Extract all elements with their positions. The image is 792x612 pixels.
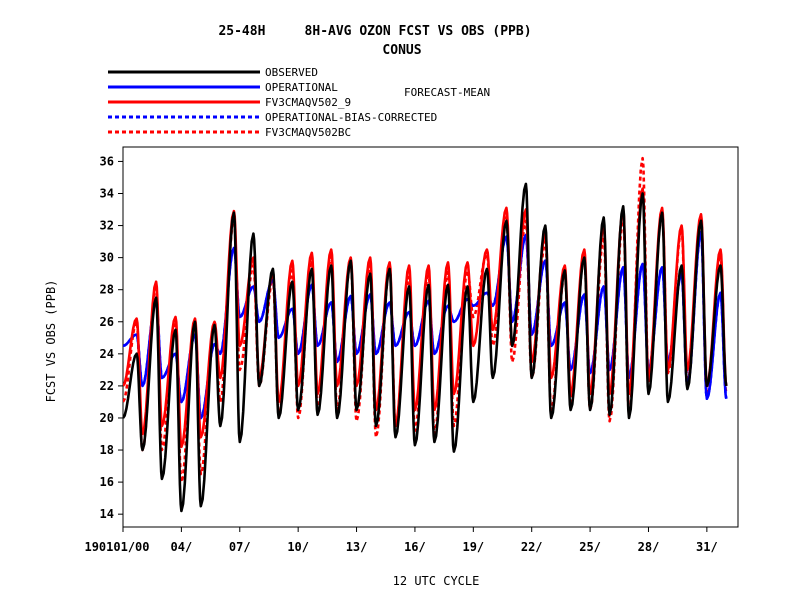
chart-title: 25-48H 8H-AVG OZON FCST VS OBS (PPB) — [218, 24, 531, 39]
y-tick-label: 18 — [100, 443, 114, 457]
legend-entry-4: FV3CMAQV502BC — [265, 126, 351, 139]
y-tick-label: 16 — [100, 475, 114, 489]
x-tick-label: 10/ — [287, 540, 309, 554]
x-tick-label: 19/ — [462, 540, 484, 554]
x-tick-label: 13/ — [346, 540, 368, 554]
y-tick-label: 32 — [100, 219, 114, 233]
x-tick-label: 07/ — [229, 540, 251, 554]
y-tick-label: 30 — [100, 251, 114, 265]
y-tick-label: 34 — [100, 186, 114, 200]
legend: OBSERVED OPERATIONAL FV3CMAQV502_9 OPERATIO… — [108, 66, 437, 139]
legend-entry-3: OPERATIONAL-BIAS-CORRECTED — [265, 111, 437, 124]
y-tick-label: 36 — [100, 154, 114, 168]
y-tick-label: 22 — [100, 379, 114, 393]
x-axis-label: 12 UTC CYCLE — [393, 574, 480, 588]
y-tick-label: 28 — [100, 283, 114, 297]
y-tick-label: 26 — [100, 315, 114, 329]
y-axis-label: FCST VS OBS (PPB) — [44, 280, 58, 403]
x-tick-label: 25/ — [579, 540, 601, 554]
x-tick-label: 31/ — [696, 540, 718, 554]
x-tick-label: 04/ — [171, 540, 193, 554]
series-lines — [123, 156, 728, 513]
x-tick-label: 22/ — [521, 540, 543, 554]
y-tick-label: 14 — [100, 507, 114, 521]
x-tick-label: 16/ — [404, 540, 426, 554]
chart-subtitle: CONUS — [382, 43, 421, 58]
y-tick-label: 24 — [100, 347, 114, 361]
plot-frame — [122, 146, 739, 528]
legend-entry-2: FV3CMAQV502_9 — [265, 96, 351, 109]
legend-forecast-mean-label: FORECAST-MEAN — [404, 86, 490, 99]
x-tick-label: 190101/00 — [84, 540, 149, 554]
legend-entry-1: OPERATIONAL — [265, 81, 338, 94]
series-line-0 — [123, 182, 728, 513]
y-tick-label: 20 — [100, 411, 114, 425]
x-tick-label: 28/ — [638, 540, 660, 554]
axis-ticks: 14 16 18 20 22 24 26 28 30 32 34 36 190101/00 04/07/1… — [84, 154, 717, 554]
legend-entry-0: OBSERVED — [265, 66, 318, 79]
